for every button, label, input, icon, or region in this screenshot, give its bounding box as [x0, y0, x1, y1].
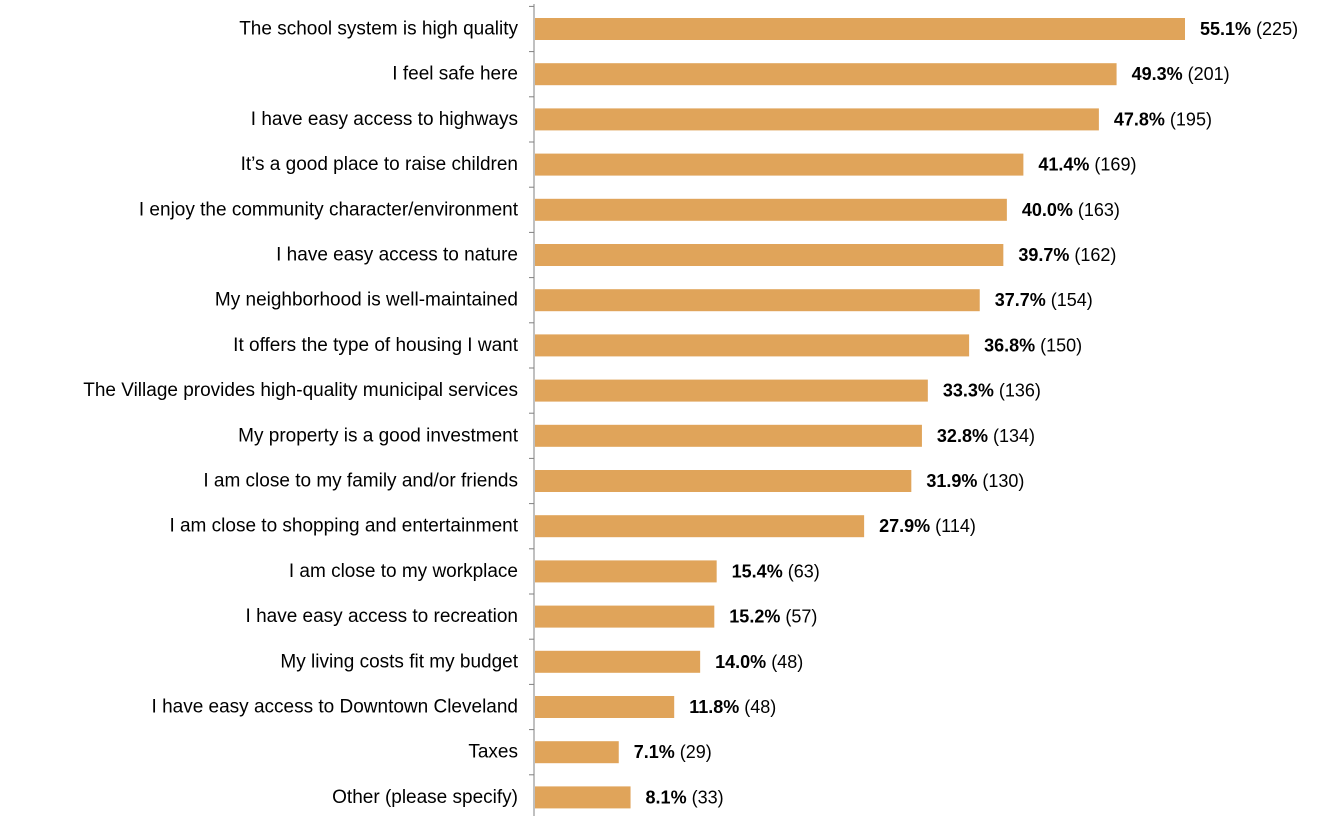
- data-label: 14.0% (48): [715, 652, 803, 672]
- category-label: I have easy access to highways: [251, 109, 518, 130]
- bar: [535, 696, 675, 718]
- data-label-count: (225): [1251, 19, 1298, 39]
- bar: [535, 198, 1007, 221]
- data-label-percent: 31.9%: [926, 471, 977, 491]
- data-label-count: (162): [1069, 245, 1116, 265]
- data-label-count: (195): [1165, 109, 1212, 129]
- data-label: 32.8% (134): [937, 426, 1035, 446]
- data-label-count: (169): [1089, 155, 1136, 175]
- data-label-count: (130): [977, 471, 1024, 491]
- bar: [535, 515, 865, 538]
- data-label: 7.1% (29): [634, 742, 712, 762]
- data-label-count: (63): [783, 561, 820, 581]
- bar: [535, 63, 1117, 86]
- data-label: 37.7% (154): [995, 290, 1093, 310]
- bar: [535, 244, 1004, 266]
- data-label-count: (57): [780, 607, 817, 627]
- data-label: 47.8% (195): [1114, 109, 1212, 129]
- bar: [535, 650, 701, 673]
- data-label: 31.9% (130): [926, 471, 1024, 491]
- category-label: My property is a good investment: [238, 425, 519, 446]
- bar: [535, 605, 715, 628]
- data-label: 41.4% (169): [1038, 155, 1136, 175]
- data-label-count: (154): [1046, 290, 1093, 310]
- category-label: It’s a good place to raise children: [241, 154, 518, 175]
- category-label: I have easy access to recreation: [246, 606, 518, 627]
- category-label: The school system is high quality: [239, 19, 518, 40]
- data-label-count: (48): [766, 652, 803, 672]
- category-label: It offers the type of housing I want: [233, 335, 519, 356]
- data-label-count: (48): [739, 697, 776, 717]
- data-label-percent: 37.7%: [995, 290, 1046, 310]
- data-label-percent: 36.8%: [984, 335, 1035, 355]
- data-label-count: (134): [988, 426, 1035, 446]
- category-label: I am close to my family and/or friends: [203, 471, 518, 492]
- bar: [535, 289, 980, 312]
- category-label: I feel safe here: [392, 64, 518, 85]
- bar: [535, 424, 922, 447]
- data-label: 8.1% (33): [646, 787, 724, 807]
- data-label: 15.4% (63): [732, 561, 820, 581]
- category-label: Other (please specify): [332, 787, 518, 808]
- category-label: The Village provides high-quality munici…: [83, 380, 518, 401]
- data-label-percent: 33.3%: [943, 381, 994, 401]
- bar: [535, 153, 1024, 176]
- category-label: Taxes: [468, 742, 518, 763]
- bar: [535, 470, 912, 492]
- data-label: 33.3% (136): [943, 381, 1041, 401]
- bar: [535, 108, 1099, 131]
- category-label: I enjoy the community character/environm…: [139, 199, 519, 220]
- data-label: 49.3% (201): [1132, 64, 1230, 84]
- data-label: 27.9% (114): [879, 516, 976, 536]
- category-label: My neighborhood is well-maintained: [215, 290, 518, 311]
- data-label-count: (33): [687, 787, 724, 807]
- data-label-percent: 39.7%: [1018, 245, 1069, 265]
- data-label: 11.8% (48): [689, 697, 776, 717]
- data-label-count: (150): [1035, 335, 1082, 355]
- bar: [535, 741, 619, 764]
- data-label-count: (201): [1183, 64, 1230, 84]
- data-label-percent: 49.3%: [1132, 64, 1183, 84]
- data-label-percent: 41.4%: [1038, 155, 1089, 175]
- data-label-percent: 55.1%: [1200, 19, 1251, 39]
- category-label: I have easy access to nature: [276, 245, 518, 266]
- data-label: 40.0% (163): [1022, 200, 1120, 220]
- data-label-count: (163): [1073, 200, 1120, 220]
- data-label-percent: 7.1%: [634, 742, 675, 762]
- data-label-percent: 47.8%: [1114, 109, 1165, 129]
- data-label-count: (114): [930, 516, 976, 536]
- data-label-percent: 14.0%: [715, 652, 766, 672]
- data-label-percent: 32.8%: [937, 426, 988, 446]
- data-label-count: (29): [675, 742, 712, 762]
- data-label: 39.7% (162): [1018, 245, 1116, 265]
- bar: [535, 560, 717, 583]
- data-label-percent: 11.8%: [689, 697, 739, 717]
- data-label-percent: 15.4%: [732, 561, 783, 581]
- data-label-percent: 15.2%: [729, 607, 780, 627]
- data-label-percent: 27.9%: [879, 516, 930, 536]
- data-label-percent: 8.1%: [646, 787, 687, 807]
- category-label: I am close to shopping and entertainment: [169, 516, 518, 537]
- bar: [535, 334, 970, 357]
- category-label: I am close to my workplace: [289, 561, 518, 582]
- category-label: I have easy access to Downtown Cleveland: [152, 697, 518, 718]
- data-label: 55.1% (225): [1200, 19, 1298, 39]
- data-label-percent: 40.0%: [1022, 200, 1073, 220]
- data-label-count: (136): [994, 381, 1041, 401]
- bar: [535, 379, 928, 402]
- data-label: 36.8% (150): [984, 335, 1082, 355]
- bar: [535, 18, 1185, 40]
- data-label: 15.2% (57): [729, 607, 817, 627]
- bar: [535, 786, 631, 809]
- category-label: My living costs fit my budget: [280, 651, 518, 672]
